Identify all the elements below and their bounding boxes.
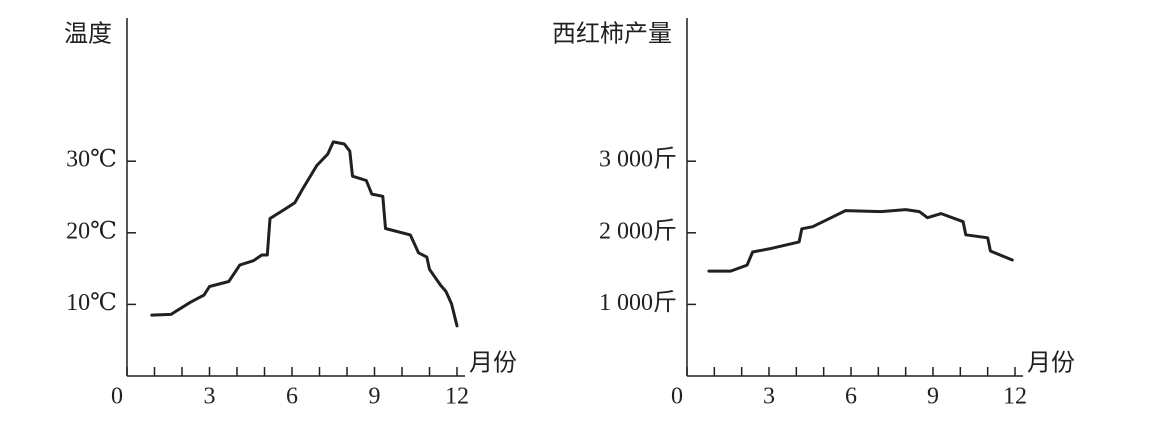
y-tick-label: 1 000斤 bbox=[599, 289, 677, 316]
y-tick-label: 3 000斤 bbox=[599, 146, 677, 173]
y-tick-label: 20℃ bbox=[66, 218, 117, 244]
x-tick-label: 3 bbox=[204, 384, 216, 410]
y-tick-label: 2 000斤 bbox=[599, 217, 677, 244]
x-tick-label: 6 bbox=[286, 384, 298, 410]
y-axis-label: 西红柿产量 bbox=[552, 21, 672, 48]
x-tick-label: 9 bbox=[927, 384, 939, 410]
x-tick-label: 0 bbox=[111, 384, 123, 410]
temperature-curve bbox=[707, 208, 1014, 273]
x-tick-label: 12 bbox=[445, 384, 469, 410]
x-tick-label: 0 bbox=[671, 384, 683, 410]
y-axis-label: 温度 bbox=[64, 21, 112, 48]
x-axis-label: 月份 bbox=[1027, 350, 1075, 377]
x-tick-label: 6 bbox=[845, 384, 857, 410]
x-tick-label: 9 bbox=[369, 384, 381, 410]
x-tick-label: 3 bbox=[763, 384, 775, 410]
temperature-curve bbox=[150, 140, 459, 328]
x-tick-label: 12 bbox=[1003, 384, 1027, 410]
y-tick-label: 30℃ bbox=[66, 147, 117, 173]
x-axis-label: 月份 bbox=[469, 350, 517, 377]
y-tick-label: 10℃ bbox=[66, 290, 117, 316]
